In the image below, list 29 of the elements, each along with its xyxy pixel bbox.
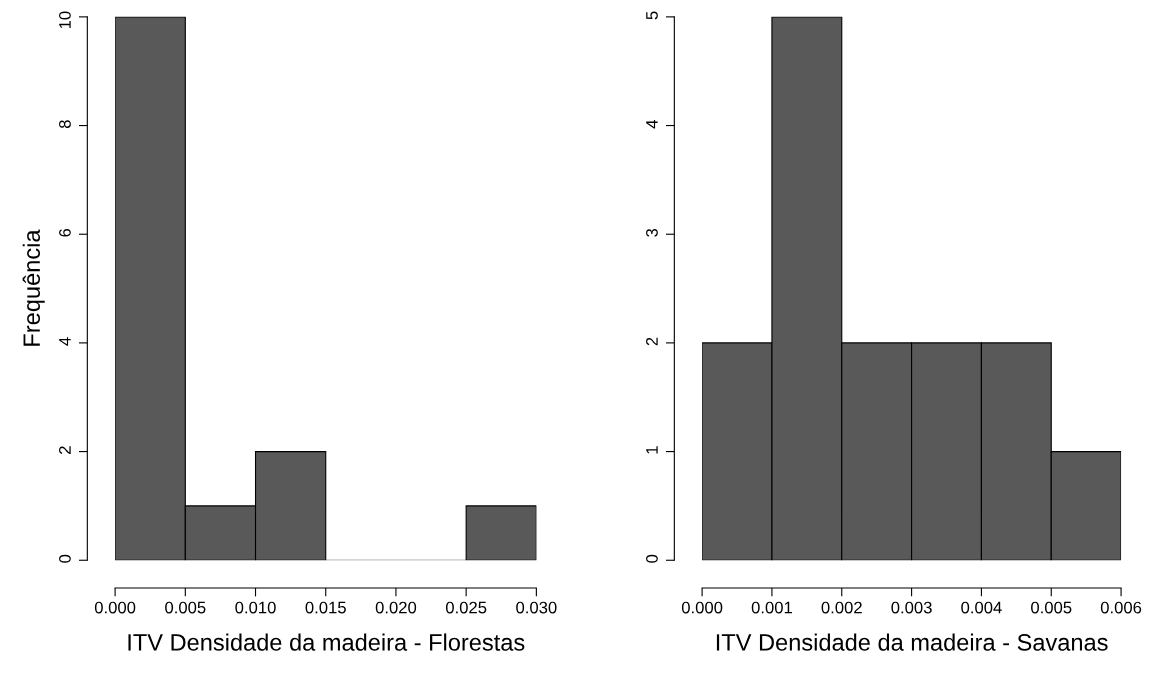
y-tick-label: 2 <box>646 337 658 346</box>
x-tick-label: 0.006 <box>1100 601 1142 614</box>
x-axis-title: ITV Densidade da madeira - Florestas <box>128 633 525 651</box>
y-tick-label: 8 <box>59 120 71 129</box>
x-tick-label: 0.030 <box>516 601 557 614</box>
x-tick-label: 0.020 <box>375 601 417 614</box>
x-tick-label: 0.000 <box>94 601 136 614</box>
y-axis-title: Frequência <box>22 229 45 346</box>
y-tick-label: 5 <box>646 11 658 20</box>
x-tick-label: 0.003 <box>891 601 932 614</box>
x-axis-title: ITV Densidade da madeira - Savanas <box>716 633 1108 651</box>
y-tick-label: 0 <box>59 554 71 563</box>
x-tick-label: 0.005 <box>165 601 206 614</box>
x-tick-label: 0.004 <box>961 601 1002 614</box>
x-tick-label: 0.000 <box>681 601 723 614</box>
x-tick-label: 0.005 <box>1031 601 1072 614</box>
y-tick-label: 0 <box>646 554 658 563</box>
x-tick-label: 0.015 <box>305 601 346 614</box>
x-tick-label: 0.002 <box>821 601 862 614</box>
x-tick-label: 0.025 <box>445 601 487 614</box>
y-tick-label: 3 <box>646 228 658 237</box>
y-tick-label: 1 <box>646 446 658 454</box>
x-tick-label: 0.010 <box>235 601 276 614</box>
x-tick-label: 0.001 <box>751 601 792 614</box>
y-tick-label: 6 <box>59 228 71 237</box>
y-tick-label: 10 <box>59 11 71 29</box>
y-tick-label: 4 <box>646 120 658 129</box>
y-tick-label: 4 <box>59 337 71 346</box>
y-tick-label: 2 <box>59 446 71 454</box>
